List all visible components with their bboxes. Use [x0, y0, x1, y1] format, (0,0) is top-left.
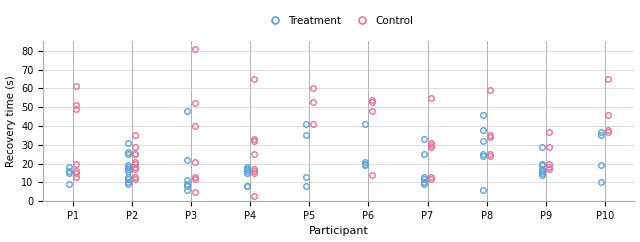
Y-axis label: Recovery time (s): Recovery time (s)	[6, 75, 15, 167]
X-axis label: Participant: Participant	[309, 227, 369, 236]
Legend: Treatment, Control: Treatment, Control	[260, 11, 418, 30]
